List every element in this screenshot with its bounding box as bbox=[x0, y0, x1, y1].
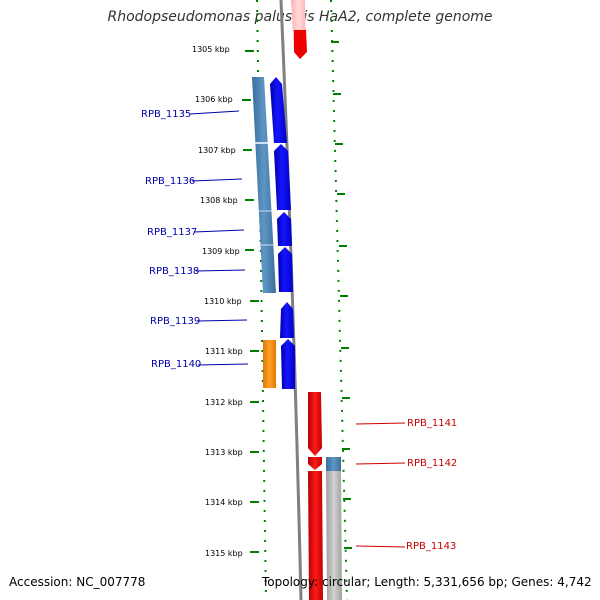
gene-arrow-rpb1140 bbox=[281, 339, 295, 389]
cog-bar-steel bbox=[252, 77, 276, 293]
left-gene-labels: RPB_1135 RPB_1136 RPB_1137 RPB_1138 RPB_… bbox=[141, 109, 249, 370]
accession-label: Accession: NC_007778 bbox=[9, 575, 146, 589]
gene-arrow-upstream-dark bbox=[294, 30, 307, 59]
reverse-genes bbox=[291, 0, 323, 600]
gene-label-left[interactable]: RPB_1138 bbox=[149, 266, 199, 277]
gene-label-right[interactable]: RPB_1143 bbox=[406, 541, 456, 552]
cog-bar-orange bbox=[263, 340, 276, 388]
genome-stats: Topology: circular; Length: 5,331,656 bp… bbox=[262, 575, 592, 589]
cog-bars-right bbox=[326, 457, 342, 600]
gene-label-right[interactable]: RPB_1142 bbox=[407, 458, 457, 469]
kbp-label: 1307 kbp bbox=[198, 146, 236, 155]
ruler-ticks bbox=[242, 41, 352, 553]
gene-arrow-rpb1136 bbox=[274, 144, 291, 210]
kbp-label: 1311 kbp bbox=[205, 347, 243, 356]
gene-label-left[interactable]: RPB_1135 bbox=[141, 109, 191, 120]
kbp-label: 1309 kbp bbox=[202, 247, 240, 256]
ruler-labels: 1305 kbp 1306 kbp 1307 kbp 1308 kbp 1309… bbox=[192, 45, 243, 558]
cog-bar-grey-right bbox=[326, 471, 342, 600]
gene-arrow-rpb1137 bbox=[277, 212, 292, 246]
kbp-label: 1315 kbp bbox=[205, 549, 243, 558]
kbp-label: 1308 kbp bbox=[200, 196, 238, 205]
gene-arrow-rpb1143 bbox=[308, 471, 323, 600]
kbp-label: 1310 kbp bbox=[204, 297, 242, 306]
gene-label-right[interactable]: RPB_1141 bbox=[407, 418, 457, 429]
gene-arrow-rpb1139 bbox=[280, 302, 294, 338]
gene-label-left[interactable]: RPB_1139 bbox=[150, 316, 200, 327]
gene-arrow-rpb1138 bbox=[278, 247, 293, 292]
kbp-label: 1312 kbp bbox=[205, 398, 243, 407]
gene-arrow-rpb1142 bbox=[308, 457, 322, 470]
forward-genes bbox=[270, 77, 295, 389]
kbp-label: 1313 kbp bbox=[205, 448, 243, 457]
gene-label-left[interactable]: RPB_1140 bbox=[151, 359, 201, 370]
gene-arrow-rpb1141 bbox=[308, 392, 322, 456]
cog-bars-left bbox=[252, 77, 276, 388]
genome-backbone bbox=[279, 0, 303, 600]
kbp-label: 1305 kbp bbox=[192, 45, 230, 54]
right-gene-labels: RPB_1141 RPB_1142 RPB_1143 bbox=[355, 418, 457, 552]
gene-arrow-rpb1135 bbox=[270, 77, 287, 143]
cog-bar-steel-right bbox=[326, 457, 341, 471]
gene-label-left[interactable]: RPB_1137 bbox=[147, 227, 197, 238]
gene-label-left[interactable]: RPB_1136 bbox=[145, 176, 195, 187]
kbp-label: 1314 kbp bbox=[205, 498, 243, 507]
kbp-label: 1306 kbp bbox=[195, 95, 233, 104]
